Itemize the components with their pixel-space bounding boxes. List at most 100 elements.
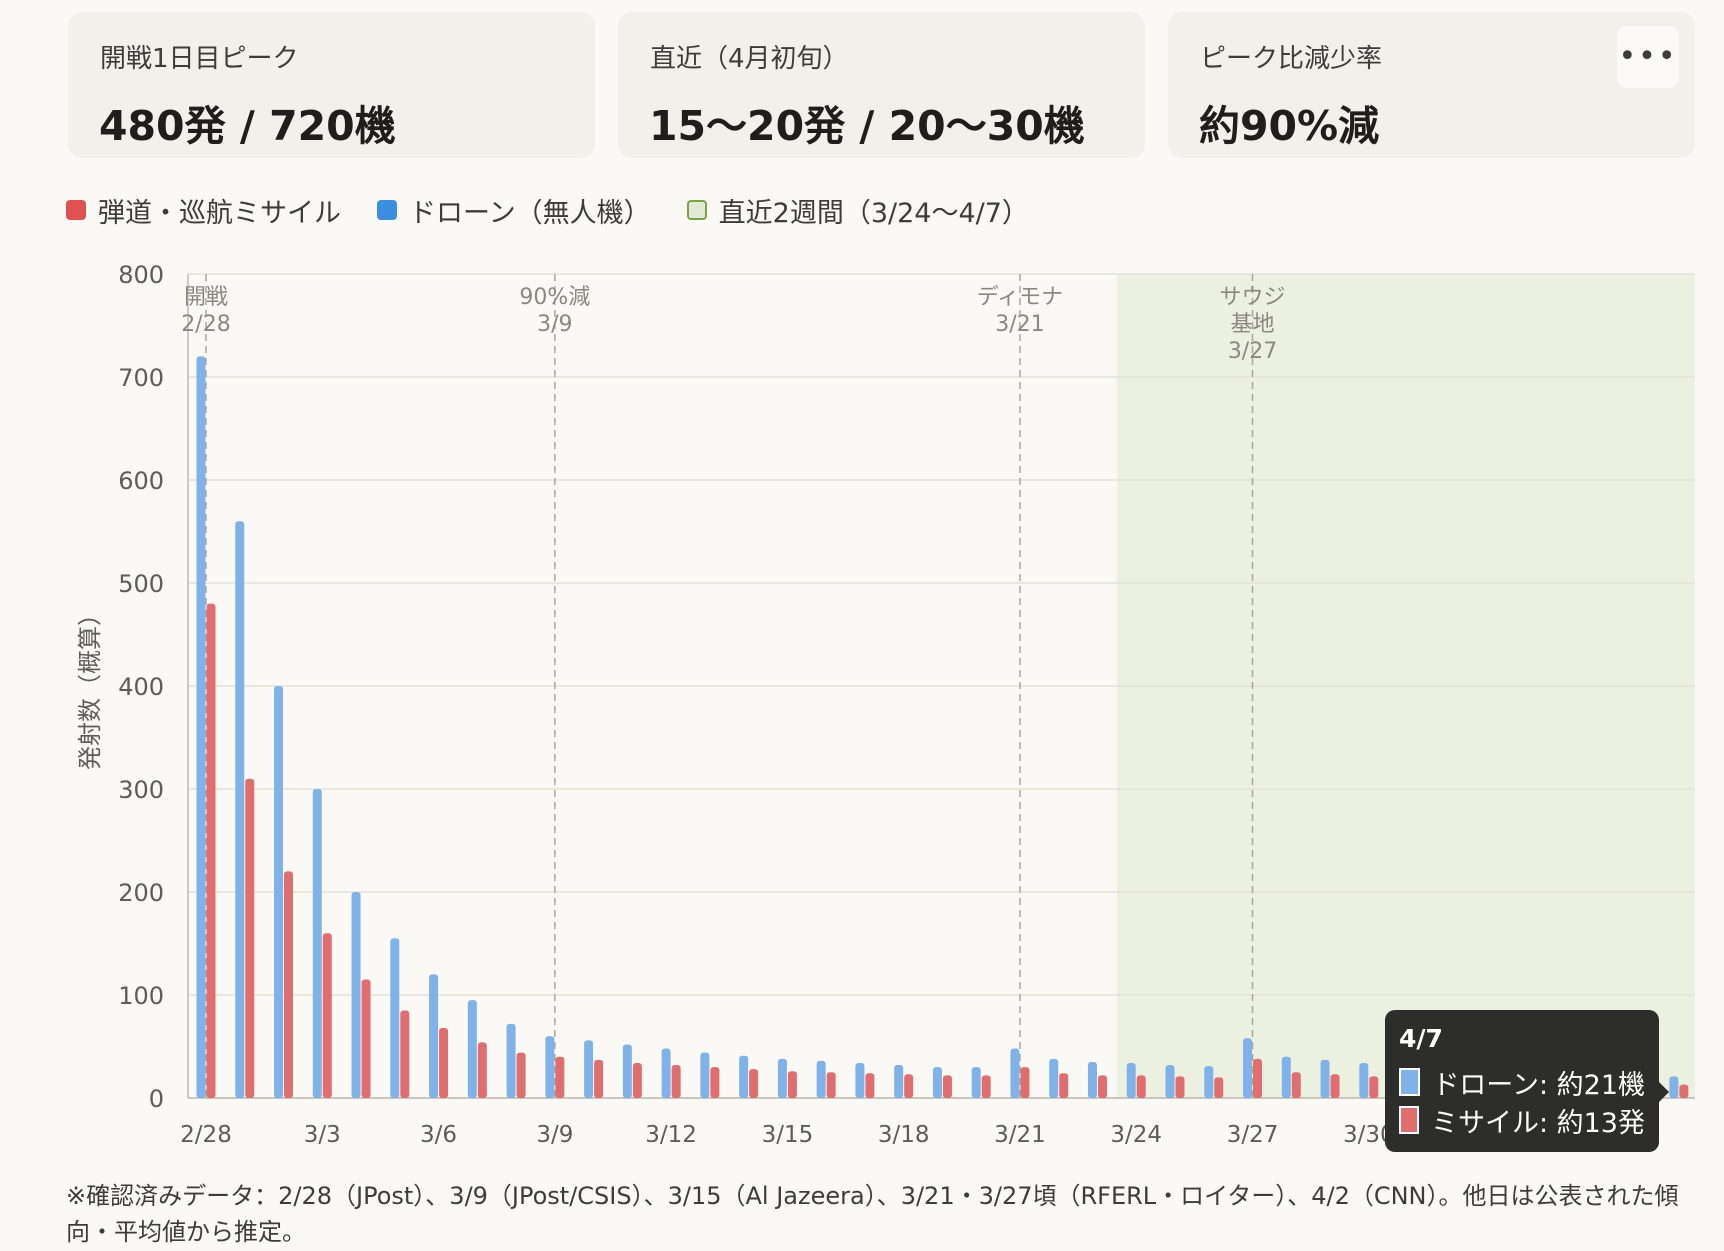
tooltip-missile-value: ミサイル: 約13発	[1430, 1107, 1645, 1139]
missile-bar	[555, 1056, 565, 1098]
y-tick-label: 500	[118, 570, 164, 598]
drone-bar	[1165, 1065, 1175, 1098]
missile-swatch-icon	[66, 200, 86, 220]
missile-bar	[710, 1067, 720, 1098]
missile-bar	[439, 1027, 449, 1098]
drone-bar	[1320, 1059, 1330, 1098]
drone-bar	[506, 1023, 516, 1098]
y-tick-label: 700	[118, 364, 164, 392]
x-tick-label: 3/9	[536, 1122, 573, 1148]
missile-bar	[942, 1075, 952, 1098]
drone-bar	[1243, 1038, 1253, 1098]
annotation-label: 2/28	[181, 312, 230, 337]
x-tick-label: 3/12	[645, 1122, 697, 1148]
drone-bar	[545, 1036, 555, 1098]
annotation-label: ディモナ	[977, 285, 1063, 310]
drone-bar	[429, 974, 439, 1098]
y-tick-label: 0	[149, 1085, 164, 1113]
x-tick-label: 3/3	[304, 1122, 341, 1148]
drone-bar	[971, 1067, 981, 1098]
drone-bar	[1359, 1062, 1369, 1098]
x-tick-label: 2/28	[180, 1122, 232, 1148]
drone-bar	[351, 892, 361, 1098]
annotation-label: 基地	[1231, 312, 1275, 337]
missile-bar	[400, 1010, 410, 1098]
x-tick-label: 3/27	[1227, 1122, 1279, 1148]
drone-bar	[622, 1044, 632, 1098]
missile-bar	[1059, 1073, 1069, 1098]
missile-bar	[1253, 1058, 1263, 1098]
y-axis-title: 発射数（概算）	[76, 602, 104, 770]
drone-bar	[584, 1040, 594, 1098]
tooltip-row-missile: ミサイル: 約13発	[1399, 1101, 1645, 1139]
launch-count-chart[interactable]: 0100200300400500600700800発射数（概算）開戦2/2890…	[0, 240, 1724, 1160]
chart-tooltip: 4/7 ドローン: 約21機 ミサイル: 約13発	[1385, 1010, 1669, 1152]
x-tick-label: 3/6	[420, 1122, 457, 1148]
annotation-label: 90%減	[519, 285, 590, 310]
drone-bar	[739, 1055, 749, 1098]
stat-label: 直近（4月初旬）	[650, 44, 849, 74]
stat-label: 開戦1日目ピーク	[100, 44, 299, 74]
missile-bar	[1330, 1074, 1340, 1098]
drone-bar	[390, 938, 400, 1098]
missile-bar	[1020, 1067, 1030, 1098]
missile-bar	[787, 1071, 797, 1098]
drone-bar	[1049, 1058, 1059, 1098]
legend-label: 直近2週間（3/24〜4/7）	[718, 197, 1029, 229]
drone-bar	[235, 521, 245, 1098]
missile-bar	[671, 1065, 681, 1098]
stat-card-reduction: ピーク比減少率 約90%減 •••	[1168, 12, 1695, 158]
y-tick-label: 300	[118, 776, 164, 804]
drone-bar	[1126, 1062, 1136, 1098]
annotation-label: 3/9	[537, 312, 572, 337]
drone-bar	[1204, 1066, 1214, 1098]
drone-bar	[855, 1062, 865, 1098]
missile-bar	[749, 1069, 759, 1098]
annotation-label: 3/27	[1228, 339, 1277, 364]
missile-bar	[206, 603, 216, 1098]
x-tick-label: 3/21	[994, 1122, 1046, 1148]
missile-bar	[632, 1062, 642, 1098]
stat-value: 15〜20発 / 20〜30機	[649, 102, 1085, 150]
legend-item-missile[interactable]: 弾道・巡航ミサイル	[66, 191, 341, 230]
stat-value: 約90%減	[1199, 102, 1380, 150]
drone-bar	[1281, 1056, 1291, 1098]
missile-bar	[1369, 1076, 1379, 1098]
missile-bar	[1291, 1072, 1301, 1098]
y-tick-label: 800	[118, 261, 164, 289]
y-tick-label: 400	[118, 673, 164, 701]
missile-bar	[245, 778, 255, 1098]
chart-legend: 弾道・巡航ミサイル ドローン（無人機） 直近2週間（3/24〜4/7）	[66, 191, 1065, 230]
x-tick-label: 3/18	[878, 1122, 930, 1148]
annotation-label: 開戦	[184, 285, 228, 310]
missile-bar	[284, 871, 294, 1098]
legend-item-recent-period[interactable]: 直近2週間（3/24〜4/7）	[686, 191, 1029, 230]
missile-bar	[981, 1075, 991, 1098]
y-tick-label: 200	[118, 879, 164, 907]
stat-label: ピーク比減少率	[1200, 44, 1383, 74]
drone-swatch-icon	[377, 200, 397, 220]
missile-bar	[904, 1074, 914, 1098]
stat-value: 480発 / 720機	[99, 102, 396, 150]
y-tick-label: 600	[118, 467, 164, 495]
drone-bar	[274, 686, 284, 1098]
drone-bar	[777, 1058, 787, 1098]
drone-bar	[932, 1067, 942, 1098]
missile-bar	[1097, 1075, 1107, 1098]
drone-bar	[467, 1000, 477, 1098]
recent-period-swatch-icon	[686, 200, 707, 220]
more-options-button[interactable]: •••	[1617, 26, 1679, 88]
footnote: ※確認済みデータ：2/28（JPost）、3/9（JPost/CSIS）、3/1…	[66, 1182, 1679, 1246]
missile-bar	[1679, 1084, 1689, 1098]
legend-item-drone[interactable]: ドローン（無人機）	[377, 191, 651, 230]
drone-bar	[1087, 1061, 1097, 1098]
drone-swatch-icon	[1399, 1068, 1421, 1096]
missile-bar	[826, 1072, 836, 1098]
tooltip-title: 4/7	[1399, 1024, 1443, 1053]
missile-swatch-icon	[1399, 1106, 1419, 1134]
missile-bar	[594, 1059, 604, 1098]
missile-bar	[477, 1042, 487, 1098]
drone-bar	[816, 1060, 826, 1098]
legend-label: ドローン（無人機）	[409, 197, 651, 229]
missile-bar	[1175, 1076, 1185, 1098]
